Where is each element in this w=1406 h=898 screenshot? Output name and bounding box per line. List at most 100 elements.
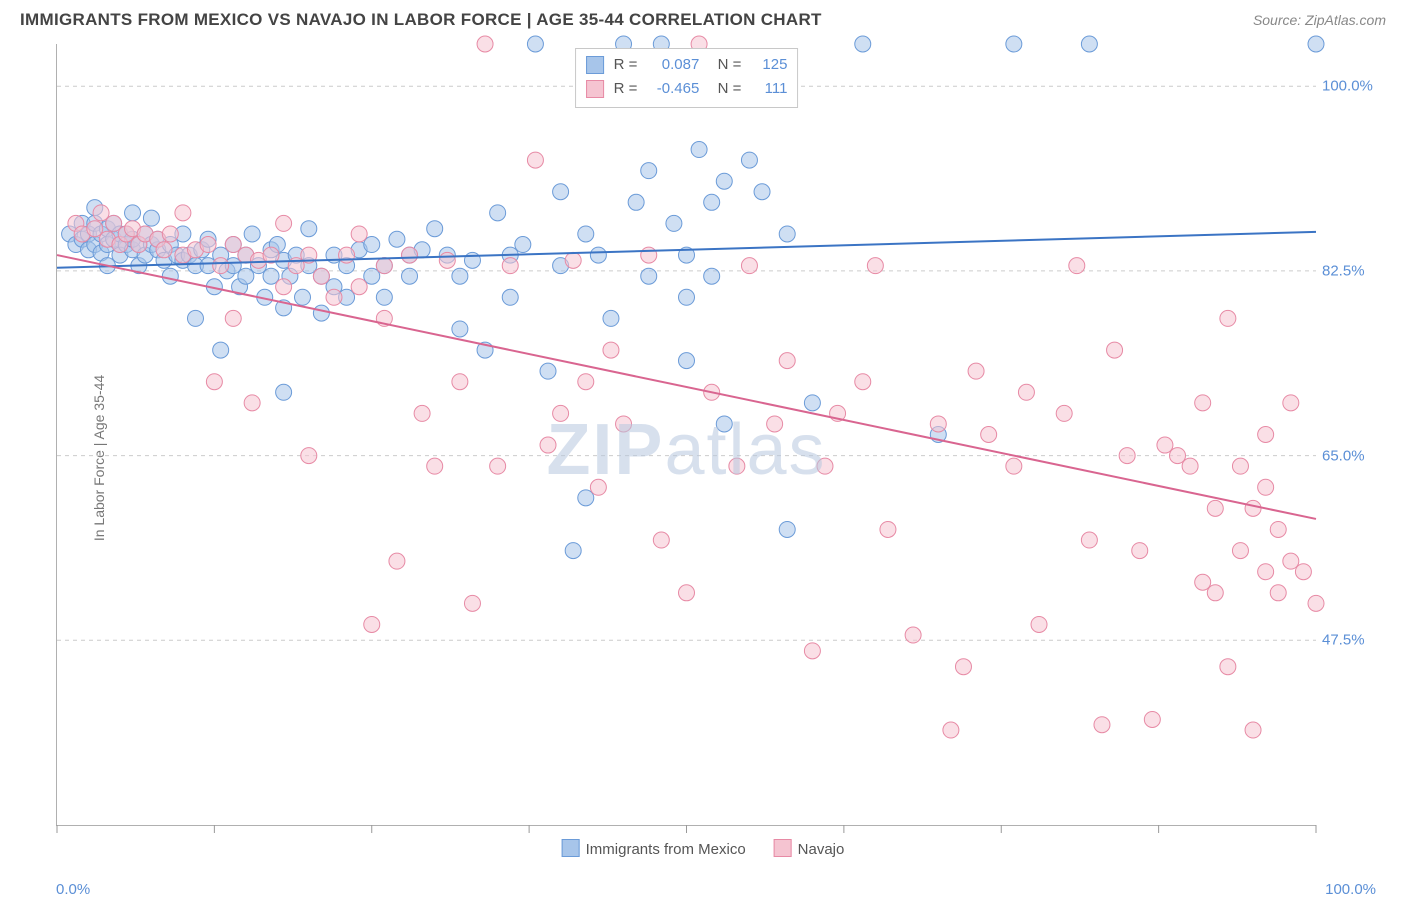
data-point [1258,427,1274,443]
data-point [880,521,896,537]
chart-area: In Labor Force | Age 35-44 ZIPatlas R =0… [20,44,1386,872]
data-point [364,616,380,632]
y-tick-label: 100.0% [1322,78,1382,95]
y-tick-label: 47.5% [1322,632,1382,649]
data-point [930,416,946,432]
plot-svg [57,44,1316,825]
data-point [666,215,682,231]
data-point [313,305,329,321]
legend-label: Immigrants from Mexico [586,841,746,858]
data-point [578,490,594,506]
stat-label-r: R = [614,53,638,77]
data-point [1232,458,1248,474]
data-point [855,374,871,390]
x-axis-min-label: 0.0% [56,881,90,898]
data-point [276,215,292,231]
data-point [175,205,191,221]
data-point [779,521,795,537]
legend-swatch [562,839,580,857]
data-point [1195,574,1211,590]
y-tick-label: 65.0% [1322,447,1382,464]
data-point [376,258,392,274]
data-point [1308,595,1324,611]
data-point [187,310,203,326]
data-point [162,268,178,284]
data-point [389,553,405,569]
data-point [452,374,468,390]
legend-label: Navajo [798,841,845,858]
data-point [364,237,380,253]
stat-label-n: N = [709,77,741,101]
stats-row: R =-0.465 N =111 [586,77,788,101]
data-point [162,226,178,242]
data-point [452,321,468,337]
data-point [1195,395,1211,411]
stat-label-r: R = [614,77,638,101]
data-point [276,384,292,400]
data-point [301,448,317,464]
scatter-plot: ZIPatlas R =0.087 N =125R =-0.465 N =111… [56,44,1316,826]
data-point [729,458,745,474]
data-point [804,395,820,411]
legend-swatch [774,839,792,857]
data-point [301,221,317,237]
data-point [263,268,279,284]
data-point [691,142,707,158]
data-point [1207,585,1223,601]
data-point [1308,36,1324,52]
data-point [981,427,997,443]
data-point [653,532,669,548]
stats-row: R =0.087 N =125 [586,53,788,77]
data-point [402,247,418,263]
data-point [143,210,159,226]
data-point [106,215,122,231]
data-point [804,643,820,659]
chart-header: IMMIGRANTS FROM MEXICO VS NAVAJO IN LABO… [0,0,1406,36]
data-point [1132,543,1148,559]
data-point [295,289,311,305]
data-point [402,268,418,284]
data-point [339,247,355,263]
data-point [364,268,380,284]
data-point [616,416,632,432]
data-point [1157,437,1173,453]
data-point [741,152,757,168]
data-point [156,242,172,258]
legend: Immigrants from Mexico Navajo [562,839,845,858]
correlation-stats-box: R =0.087 N =125R =-0.465 N =111 [575,48,799,108]
data-point [1270,521,1286,537]
data-point [1170,448,1186,464]
data-point [376,289,392,305]
data-point [1018,384,1034,400]
data-point [565,252,581,268]
data-point [527,152,543,168]
data-point [439,252,455,268]
data-point [867,258,883,274]
data-point [213,342,229,358]
data-point [641,268,657,284]
data-point [540,437,556,453]
data-point [1081,36,1097,52]
stat-value-n: 111 [751,77,787,101]
data-point [603,342,619,358]
data-point [1220,310,1236,326]
data-point [905,627,921,643]
data-point [200,237,216,253]
data-point [225,237,241,253]
data-point [1270,585,1286,601]
data-point [628,194,644,210]
data-point [502,258,518,274]
data-point [679,585,695,601]
data-point [1081,532,1097,548]
data-point [1245,500,1261,516]
data-point [414,405,430,421]
data-point [943,722,959,738]
data-point [754,184,770,200]
data-point [1107,342,1123,358]
data-point [1258,564,1274,580]
data-point [716,173,732,189]
data-point [540,363,556,379]
data-point [225,310,241,326]
data-point [590,479,606,495]
data-point [679,289,695,305]
